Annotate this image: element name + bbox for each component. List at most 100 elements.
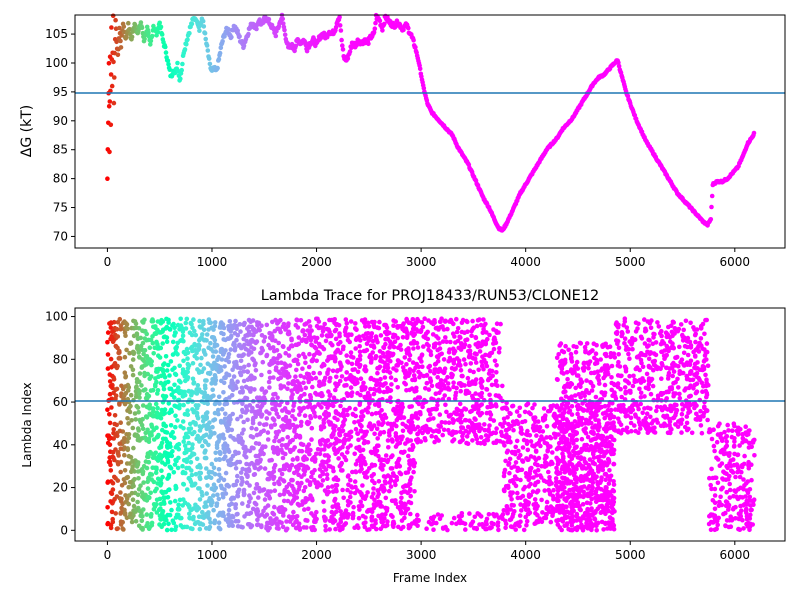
lambda-point: [416, 318, 421, 324]
lambda-point: [438, 319, 443, 325]
delta-g-point: [340, 47, 346, 52]
lambda-point: [434, 520, 439, 526]
lambda-point: [134, 332, 140, 338]
lambda-point: [277, 354, 283, 359]
lambda-point: [301, 405, 307, 411]
lambda-point: [182, 435, 188, 440]
delta-g-point: [175, 60, 180, 66]
lambda-point: [219, 357, 225, 362]
lambda-point: [392, 339, 398, 345]
lambda-point: [272, 328, 278, 334]
lambda-point: [123, 390, 129, 396]
lambda-point: [304, 525, 309, 530]
lambda-point: [144, 465, 150, 471]
lambda-point: [367, 401, 372, 406]
lambda-point: [520, 419, 525, 425]
lambda-point: [245, 333, 250, 338]
lambda-point: [259, 446, 265, 451]
lambda-point: [196, 486, 201, 491]
lambda-point: [296, 463, 301, 469]
lambda-point: [384, 325, 390, 331]
lambda-point: [143, 459, 149, 464]
delta-g-point: [394, 18, 400, 24]
lambda-point: [298, 441, 304, 447]
lambda-point: [168, 386, 174, 392]
lambda-point: [120, 526, 125, 531]
lambda-point: [477, 317, 482, 322]
lambda-point: [267, 369, 272, 375]
lambda-point: [190, 526, 195, 532]
lambda-point: [391, 406, 397, 412]
lambda-point: [124, 475, 129, 481]
lambda-point: [337, 432, 342, 438]
lambda-point: [300, 366, 305, 372]
lambda-point: [431, 514, 437, 520]
lambda-point: [398, 507, 403, 512]
lambda-point: [473, 335, 479, 340]
lambda-point: [358, 338, 363, 343]
lambda-point: [126, 421, 131, 426]
lambda-point: [438, 424, 444, 429]
lambda-point: [363, 324, 368, 329]
lambda-point: [323, 338, 329, 344]
delta-g-point: [108, 72, 114, 77]
lambda-point: [388, 466, 394, 471]
lambda-point: [348, 350, 354, 355]
lambda-point: [107, 391, 113, 397]
lambda-point: [216, 439, 221, 444]
lambda-point: [374, 379, 379, 384]
lambda-point: [208, 346, 214, 352]
lambda-point: [178, 338, 183, 344]
lambda-point: [230, 523, 235, 528]
lambda-point: [194, 350, 199, 356]
lambda-point: [185, 356, 190, 361]
lambda-point: [314, 335, 320, 341]
lambda-point: [295, 379, 300, 384]
lambda-point: [435, 347, 441, 353]
lambda-point: [532, 497, 538, 502]
lambda-point: [173, 527, 178, 533]
lambda-point: [198, 521, 204, 526]
lambda-point: [161, 495, 166, 500]
lambda-point: [476, 367, 482, 373]
lambda-point: [266, 489, 271, 494]
lambda-point: [215, 492, 220, 498]
lambda-point: [428, 427, 433, 432]
lambda-point: [275, 360, 281, 366]
delta-g-point: [148, 38, 154, 44]
lambda-point: [409, 427, 414, 432]
lambda-point: [276, 376, 281, 382]
lambda-point: [182, 411, 188, 417]
lambda-point: [302, 469, 308, 474]
lambda-point: [185, 447, 191, 453]
lambda-point: [235, 473, 240, 479]
lambda-point: [365, 320, 371, 326]
lambda-point: [196, 368, 202, 374]
lambda-point: [343, 377, 349, 382]
lambda-point: [118, 519, 124, 524]
y-tick-label: 90: [53, 114, 68, 128]
lambda-point: [173, 413, 178, 419]
lambda-point: [376, 453, 381, 459]
lambda-point: [170, 518, 176, 523]
delta-g-point: [206, 56, 212, 61]
lambda-point: [222, 487, 227, 492]
lambda-point: [358, 392, 363, 398]
lambda-point: [451, 515, 457, 521]
x-tick-label: 0: [104, 255, 112, 269]
lambda-point: [426, 347, 431, 353]
lambda-point: [206, 317, 212, 322]
lambda-point: [331, 430, 336, 436]
lambda-point: [129, 490, 135, 496]
lambda-point: [336, 456, 341, 461]
lambda-point: [148, 433, 153, 438]
lambda-point: [423, 437, 428, 443]
delta-g-point: [159, 32, 165, 37]
lambda-point: [271, 375, 276, 380]
lambda-point: [272, 422, 278, 427]
lambda-point: [212, 373, 218, 378]
lambda-point: [227, 319, 233, 324]
delta-g-point: [121, 24, 127, 29]
lambda-point: [238, 329, 243, 334]
lambda-point: [210, 354, 216, 359]
